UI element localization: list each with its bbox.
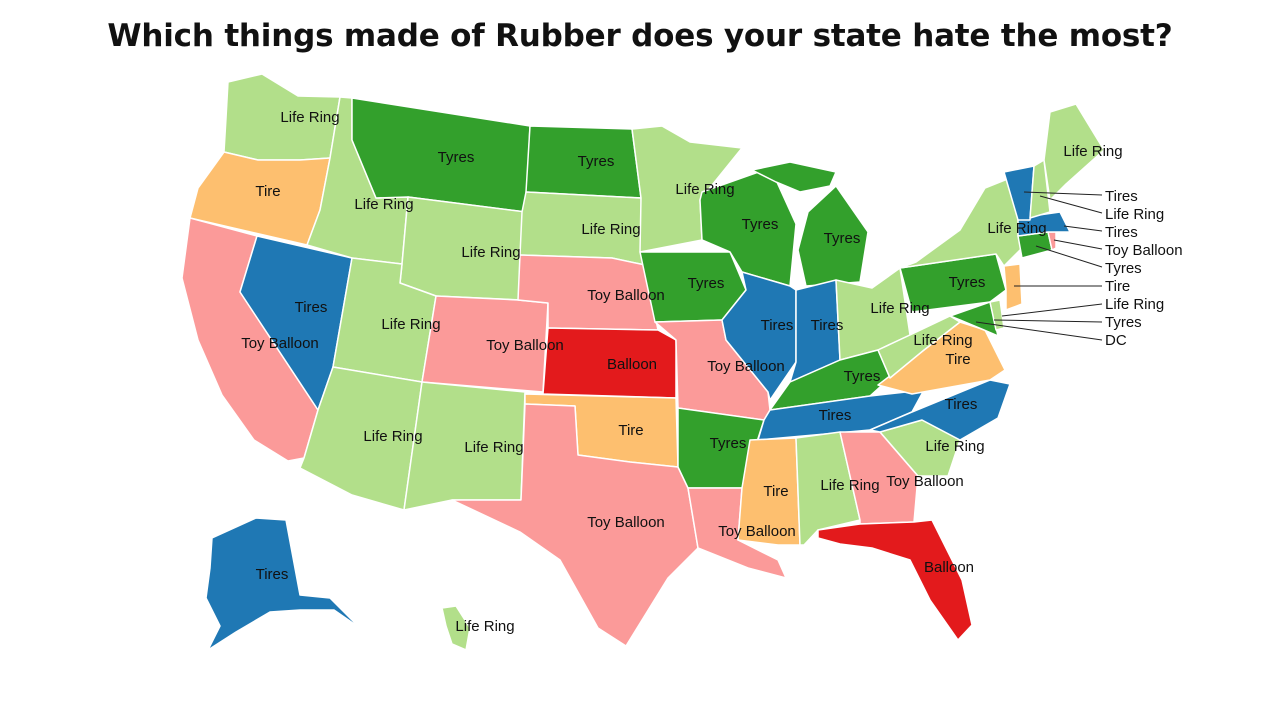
state-label-wy: Life Ring (461, 244, 520, 261)
state-label-ok: Tire (618, 422, 643, 439)
callout-leader-ct (1035, 245, 1103, 268)
state-label-nm: Life Ring (464, 439, 523, 456)
state-label-co: Toy Balloon (486, 337, 564, 354)
state-wv[interactable] (877, 315, 961, 379)
state-label-ak: Tires (256, 566, 289, 583)
state-nh[interactable] (1029, 159, 1051, 219)
state-fl[interactable] (817, 519, 973, 641)
state-co[interactable] (421, 295, 549, 393)
state-tx[interactable] (451, 403, 699, 647)
state-label-sc: Life Ring (925, 438, 984, 455)
state-label-mt: Tyres (438, 149, 475, 166)
state-label-hi: Life Ring (455, 618, 514, 635)
state-vt[interactable] (1003, 165, 1035, 221)
callout-leader-md (993, 319, 1103, 323)
state-label-ga: Toy Balloon (886, 473, 964, 490)
callout-label-1: Life Ring (1105, 206, 1164, 223)
callout-leader-ri (1053, 239, 1103, 250)
state-label-in: Tires (811, 317, 844, 334)
callout-label-2: Tires (1105, 224, 1138, 241)
callout-label-0: Tires (1105, 188, 1138, 205)
state-label-ky: Tyres (844, 368, 881, 385)
callout-leader-ma (1063, 225, 1103, 232)
state-de[interactable] (989, 299, 1005, 331)
state-label-la: Toy Balloon (718, 523, 796, 540)
state-label-ms: Tire (763, 483, 788, 500)
state-label-mi: Tyres (824, 230, 861, 247)
state-label-va: Tire (945, 351, 970, 368)
state-label-ny: Life Ring (987, 220, 1046, 237)
callout-label-3: Toy Balloon (1105, 242, 1183, 259)
state-label-ne: Toy Balloon (587, 287, 665, 304)
callout-leader-de (1001, 303, 1103, 317)
state-label-ca: Toy Balloon (241, 335, 319, 352)
state-label-tx: Toy Balloon (587, 514, 665, 531)
state-label-fl: Balloon (924, 559, 974, 576)
callout-label-4: Tyres (1105, 260, 1142, 277)
state-label-nd: Tyres (578, 153, 615, 170)
state-label-nc: Tires (945, 396, 978, 413)
state-label-oh: Life Ring (870, 300, 929, 317)
state-md[interactable] (949, 301, 999, 337)
state-label-mo: Toy Balloon (707, 358, 785, 375)
state-label-nv: Tires (295, 299, 328, 316)
state-il[interactable] (721, 271, 797, 401)
state-label-wa: Life Ring (280, 109, 339, 126)
callout-label-7: Tyres (1105, 314, 1142, 331)
state-ks[interactable] (542, 327, 677, 399)
state-label-sd: Life Ring (581, 221, 640, 238)
callout-leader-dc (975, 321, 1103, 341)
state-mi-upper[interactable] (751, 161, 837, 193)
state-label-wv: Life Ring (913, 332, 972, 349)
state-mi[interactable] (797, 185, 869, 287)
state-label-pa: Tyres (949, 274, 986, 291)
state-label-az: Life Ring (363, 428, 422, 445)
state-label-mn: Life Ring (675, 181, 734, 198)
state-label-ut: Life Ring (381, 316, 440, 333)
state-ak[interactable] (205, 517, 361, 651)
state-label-il: Tires (761, 317, 794, 334)
callout-leader-nh (1039, 195, 1103, 214)
state-label-me: Life Ring (1063, 143, 1122, 160)
state-nc[interactable] (869, 379, 1011, 441)
state-label-wi: Tyres (742, 216, 779, 233)
callout-label-5: Tire (1105, 278, 1130, 295)
callout-label-6: Life Ring (1105, 296, 1164, 313)
state-label-or: Tire (255, 183, 280, 200)
callout-leader-vt (1023, 191, 1103, 196)
state-label-ar: Tyres (710, 435, 747, 452)
state-label-ia: Tyres (688, 275, 725, 292)
state-label-al: Life Ring (820, 477, 879, 494)
state-label-ks: Balloon (607, 356, 657, 373)
state-label-tn: Tires (819, 407, 852, 424)
state-nj[interactable] (1003, 263, 1023, 311)
map-title: Which things made of Rubber does your st… (107, 18, 1173, 54)
state-me[interactable] (1043, 103, 1105, 201)
state-label-id: Life Ring (354, 196, 413, 213)
state-hi[interactable] (441, 605, 471, 651)
callout-label-8: DC (1105, 332, 1127, 349)
